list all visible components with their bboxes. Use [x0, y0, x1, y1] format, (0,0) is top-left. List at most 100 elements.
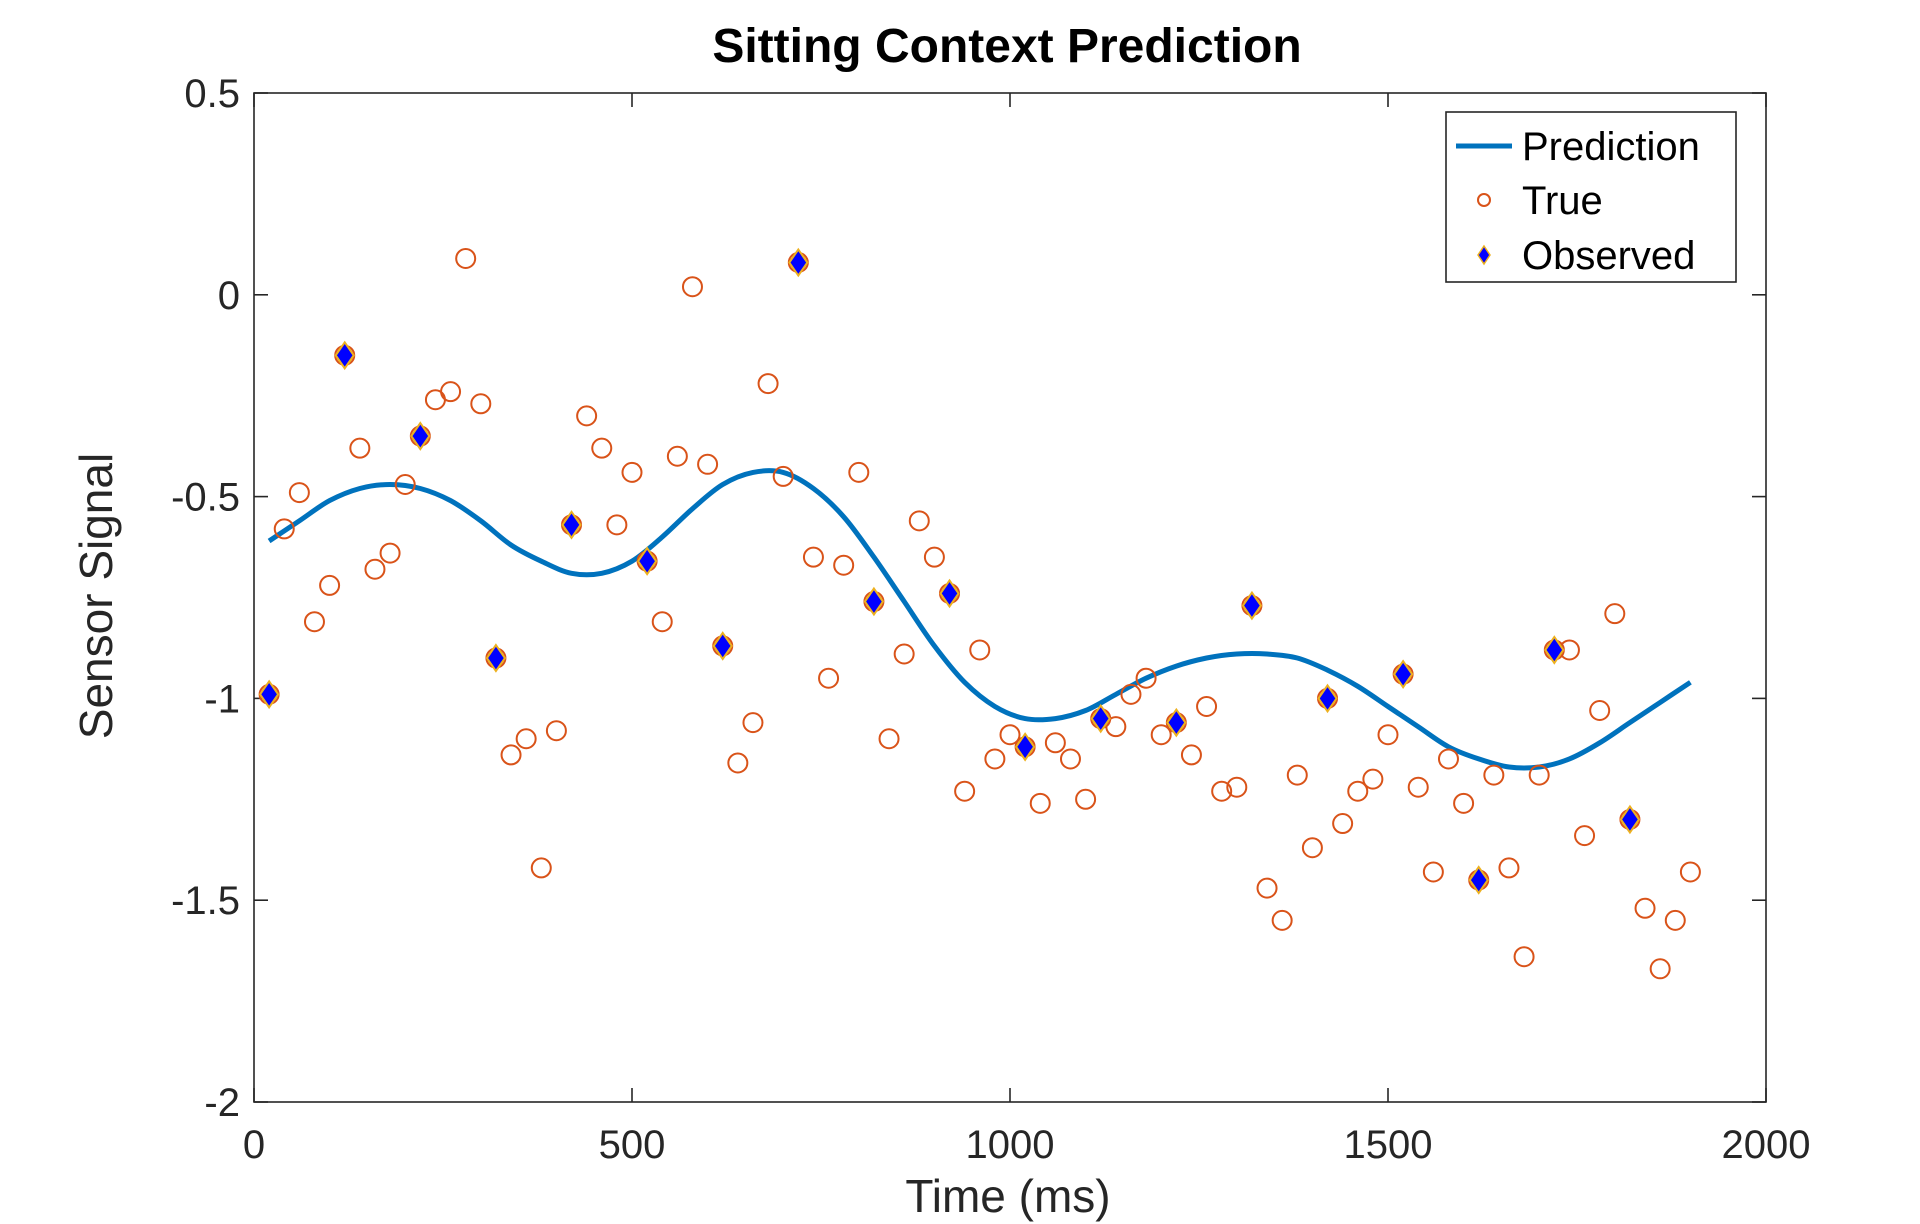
y-tick-label: 0.5 [184, 72, 240, 116]
true-point [893, 643, 915, 665]
legend-label: Observed [1522, 234, 1695, 278]
chart-title: Sitting Context Prediction [712, 20, 1301, 73]
true-point [1226, 776, 1248, 798]
true-point [303, 611, 325, 633]
true-point [1437, 748, 1459, 770]
true-point [455, 247, 477, 269]
legend-box [1445, 111, 1737, 283]
true-point [1453, 792, 1475, 814]
true-point [379, 542, 401, 564]
x-tick-label: 1500 [1344, 1123, 1433, 1167]
true-point [1211, 780, 1233, 802]
true-point [984, 748, 1006, 770]
true-point [1664, 909, 1686, 931]
true-point [772, 465, 794, 487]
true-point [1271, 909, 1293, 931]
true-point [1377, 724, 1399, 746]
true-point [1649, 958, 1671, 980]
observed-point [1241, 590, 1263, 621]
observed-point [788, 247, 809, 278]
legend-observed-swatch [1477, 244, 1491, 266]
true-point [1135, 667, 1157, 689]
true-point [802, 546, 824, 568]
true-point [621, 461, 643, 483]
y-tick-label: -2 [204, 1081, 240, 1125]
true-point [288, 482, 310, 504]
true-point [515, 728, 537, 750]
true-point [1407, 776, 1429, 798]
true-point [576, 405, 598, 427]
true-point [394, 473, 416, 495]
true-point [1332, 813, 1354, 835]
observed-point [258, 679, 280, 710]
true-point [1120, 683, 1142, 705]
y-tick-label: -0.5 [171, 476, 240, 520]
x-tick-label: 500 [599, 1123, 666, 1167]
true-point [878, 728, 900, 750]
true-point [727, 752, 749, 774]
true-point [440, 381, 462, 403]
observed-point [1014, 732, 1036, 762]
true-point [999, 724, 1021, 746]
true-point [1044, 732, 1066, 754]
observed-point [410, 421, 431, 451]
true-point [681, 276, 703, 298]
true-point [1604, 603, 1626, 625]
true-point [470, 393, 492, 415]
observed-point [1544, 635, 1565, 665]
legend-label: True [1522, 179, 1603, 223]
true-point [1075, 788, 1097, 810]
x-axis-label: Time (ms) [905, 1170, 1110, 1222]
y-tick-label: -1 [204, 677, 240, 721]
true-point [742, 712, 764, 734]
true-point [1180, 744, 1202, 766]
true-point [1029, 792, 1051, 814]
x-tick-label: 0 [243, 1123, 265, 1167]
observed-point [1468, 865, 1489, 895]
true-point [545, 720, 567, 742]
true-point [818, 667, 840, 689]
true-point [908, 510, 930, 532]
true-point [833, 554, 855, 576]
true-point [591, 437, 613, 459]
observed-point [334, 340, 355, 371]
observed-point [485, 643, 507, 673]
true-point [273, 518, 295, 540]
true-point [1059, 748, 1081, 770]
true-point [954, 780, 976, 802]
x-tick-label: 2000 [1722, 1123, 1811, 1167]
true-point [1105, 716, 1127, 738]
true-point [651, 611, 673, 633]
true-point [969, 639, 991, 661]
true-point [1498, 857, 1520, 879]
true-point [923, 546, 945, 568]
true-point [1574, 825, 1596, 847]
observed-point [712, 631, 733, 661]
true-point [1679, 861, 1701, 883]
true-point [349, 437, 371, 459]
observed-point [1090, 703, 1111, 734]
true-point [1513, 946, 1535, 968]
true-point [319, 574, 341, 596]
true-point [1286, 764, 1308, 786]
observed-point [636, 546, 658, 576]
true-point [530, 857, 552, 879]
observed-point [939, 578, 960, 609]
x-tick-label: 1000 [966, 1123, 1055, 1167]
true-point [500, 744, 522, 766]
legend-true-swatch [1477, 193, 1491, 207]
true-point [1589, 700, 1611, 722]
true-point [1256, 877, 1278, 899]
true-point [1347, 780, 1369, 802]
observed-point [863, 586, 885, 617]
observed-point [1392, 659, 1414, 689]
true-point [1422, 861, 1444, 883]
observed-point [1619, 804, 1641, 835]
true-point [848, 461, 870, 483]
true-point [606, 514, 628, 536]
true-point [1634, 897, 1656, 919]
true-point [1150, 724, 1172, 746]
legend: Prediction True Observed [1445, 111, 1737, 283]
true-point [1196, 695, 1218, 717]
